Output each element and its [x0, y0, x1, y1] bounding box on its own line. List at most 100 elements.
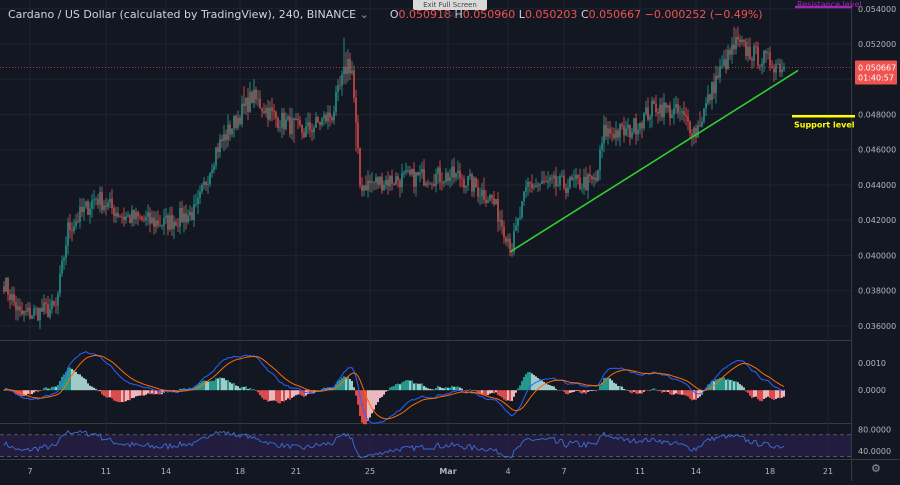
candle-body [545, 181, 547, 183]
macd-histogram-bar [311, 390, 313, 394]
candle-body [621, 124, 623, 126]
macd-histogram-bar [115, 390, 117, 402]
macd-histogram-bar [23, 390, 25, 396]
macd-histogram-bar [591, 390, 593, 392]
symbol-title[interactable]: Cardano / US Dollar (calculated by Tradi… [8, 8, 357, 21]
exit-fullscreen-button[interactable]: Exit Full Screen (ESC) [413, 0, 487, 19]
candle-body [221, 139, 223, 142]
candle-body [401, 173, 403, 188]
macd-histogram-bar [529, 372, 531, 391]
macd-histogram-bar [495, 390, 497, 393]
macd-histogram-bar [461, 388, 463, 391]
macd-histogram-bar [103, 390, 105, 396]
candle-body [489, 194, 491, 201]
candle-body [141, 216, 143, 220]
macd-histogram-bar [135, 390, 137, 397]
macd-histogram-bar [565, 390, 567, 394]
macd-histogram-bar [41, 389, 43, 391]
candle-body [249, 92, 251, 113]
macd-histogram-bar [73, 370, 75, 391]
macd-histogram-bar [391, 386, 393, 391]
macd-histogram-bar [667, 390, 669, 393]
macd-histogram-bar [399, 384, 401, 391]
macd-histogram-bar [675, 390, 677, 394]
resistance-label: Resistance level [797, 0, 862, 9]
candle-body [315, 117, 317, 128]
macd-histogram-bar [181, 389, 183, 391]
macd-histogram-bar [321, 388, 323, 391]
candle-body [563, 175, 565, 188]
candle-body [759, 65, 761, 67]
macd-histogram-bar [515, 390, 517, 393]
candle-body [247, 97, 249, 113]
candle-body [67, 222, 69, 246]
macd-histogram-bar [639, 390, 641, 394]
candle-body [237, 117, 239, 128]
candle-body [185, 213, 187, 223]
macd-histogram-bar [673, 390, 675, 395]
candle-body [349, 58, 351, 74]
candle-body [665, 102, 667, 108]
candle-body [275, 112, 277, 119]
candle-body [613, 134, 615, 139]
candle-body [329, 112, 331, 118]
candle-body [149, 212, 151, 224]
macd-histogram-bar [175, 390, 177, 392]
candle-body [559, 176, 561, 186]
macd-histogram-bar [55, 386, 57, 391]
candle-body [713, 81, 715, 94]
candle-body [455, 172, 457, 178]
candle-body [105, 205, 107, 208]
candle-body [547, 180, 549, 183]
time-tick-label: 14 [691, 467, 701, 476]
candle-body [715, 75, 717, 94]
candle-body [257, 98, 259, 100]
candle-body [499, 219, 501, 222]
chevron-down-icon[interactable]: ⌄ [359, 8, 369, 21]
candle-body [199, 191, 201, 198]
macd-histogram-bar [275, 390, 277, 402]
candle-body [291, 118, 293, 135]
candle-body [703, 108, 705, 122]
candle-body [213, 165, 215, 171]
macd-histogram-bar [47, 388, 49, 391]
macd-histogram-bar [481, 390, 483, 394]
macd-histogram-bar [701, 390, 703, 395]
macd-histogram-bar [547, 384, 549, 391]
macd-histogram-bar [35, 390, 37, 392]
macd-histogram-bar [767, 390, 769, 397]
macd-histogram-bar [315, 390, 317, 391]
gear-icon[interactable]: ⚙ [871, 462, 881, 475]
macd-histogram-bar [583, 390, 585, 393]
candle-body [265, 107, 267, 114]
candle-body [629, 124, 631, 138]
macd-histogram-bar [127, 390, 129, 401]
macd-histogram-bar [245, 386, 247, 391]
price-tick-label: 0.044000 [858, 181, 896, 190]
candle-body [209, 173, 211, 184]
macd-histogram-bar [593, 390, 595, 391]
rsi-tick-label: 40.0000 [858, 447, 891, 456]
candle-body [721, 65, 723, 67]
candle-body [129, 215, 131, 223]
macd-histogram-bar [661, 390, 663, 393]
candle-body [233, 115, 235, 129]
rsi-band [0, 434, 851, 457]
macd-histogram-bar [449, 387, 451, 391]
macd-histogram-bar [691, 390, 693, 401]
macd-histogram-bar [377, 390, 379, 403]
candle-body [325, 114, 327, 122]
candle-body [723, 59, 725, 66]
candle-body [21, 310, 23, 315]
candle-body [699, 125, 701, 127]
macd-histogram-bar [743, 387, 745, 391]
candle-body [289, 116, 291, 135]
macd-histogram-bar [731, 379, 733, 391]
macd-histogram-bar [581, 390, 583, 394]
macd-histogram-bar [113, 390, 115, 401]
candle-body [131, 210, 133, 223]
candle-body [475, 177, 477, 188]
macd-histogram-bar [577, 390, 579, 391]
